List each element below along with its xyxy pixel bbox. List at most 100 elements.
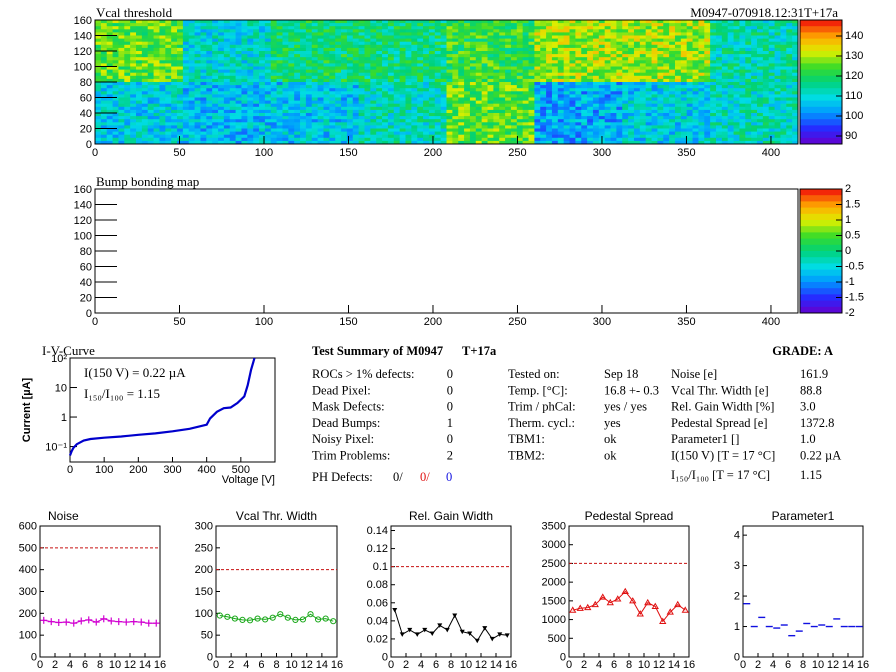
heatmap-cell [510, 38, 518, 43]
heatmap-cell [481, 131, 488, 136]
heatmap-cell [112, 44, 119, 49]
heatmap-cell [698, 23, 705, 27]
heatmap-cell [510, 128, 518, 132]
heatmap-cell [680, 122, 688, 126]
heatmap-cell [235, 125, 242, 129]
heatmap-cell [288, 88, 295, 92]
colorbar-band [800, 119, 842, 126]
heatmap-cell [657, 72, 664, 77]
heatmap-cell [235, 140, 242, 145]
heatmap-cell [259, 113, 266, 117]
heatmap-cell [259, 91, 266, 95]
heatmap-cell [382, 128, 389, 132]
heatmap-cell [587, 137, 594, 142]
heatmap-cell [247, 122, 254, 126]
heatmap-cell [721, 100, 729, 105]
heatmap-cell [733, 122, 740, 126]
bump-bonding-axes: 0 50 100 150 200 250 300 350 4000204060801001201… [74, 184, 799, 328]
heatmap-cell [182, 113, 190, 117]
heatmap-cell [592, 97, 600, 101]
heatmap-cell [417, 109, 424, 114]
heatmap-cell [657, 113, 664, 117]
heatmap-cell [745, 134, 752, 139]
heatmap-cell [610, 57, 617, 61]
heatmap-cell [756, 140, 764, 145]
heatmap-cell [188, 20, 195, 24]
heatmap-cell [557, 140, 565, 145]
heatmap-cell [270, 57, 278, 61]
heatmap-cell [692, 103, 699, 108]
x-tick-label: 0 [92, 147, 98, 159]
heatmap-cell [669, 66, 676, 70]
heatmap-cell [118, 54, 125, 58]
heatmap-cell [212, 54, 219, 58]
heatmap-cell [417, 69, 424, 74]
heatmap-cell [540, 29, 547, 33]
heatmap-cell [651, 29, 658, 33]
heatmap-cell [370, 140, 377, 145]
heatmap-cell [317, 72, 324, 77]
heatmap-cell [223, 78, 231, 83]
heatmap-cell [762, 57, 770, 61]
heatmap-cell [165, 78, 172, 83]
heatmap-cell [329, 23, 336, 27]
heatmap-cell [352, 51, 360, 55]
heatmap-cell [253, 97, 260, 101]
heatmap-cell [475, 122, 483, 126]
heatmap-cell [663, 140, 670, 145]
heatmap-cell [510, 82, 518, 86]
heatmap-cell [329, 75, 336, 80]
heatmap-cell [774, 140, 781, 145]
heatmap-cell [674, 38, 682, 43]
heatmap-cell [206, 128, 213, 132]
heatmap-cell [393, 131, 401, 136]
heatmap-cell [305, 38, 313, 43]
heatmap-cell [534, 38, 541, 43]
heatmap-cell [756, 72, 764, 77]
heatmap-cell [317, 85, 324, 89]
summary-title: Test Summary of M0947 [312, 344, 443, 358]
heatmap-cell [768, 85, 775, 89]
heatmap-cell [592, 103, 600, 108]
heatmap-cell [715, 78, 723, 83]
heatmap-cell [130, 23, 137, 27]
heatmap-cell [540, 91, 547, 95]
module-id: M0947-070918.12:31T+17a [690, 5, 838, 20]
heatmap-cell [405, 91, 412, 95]
heatmap-cell [604, 57, 611, 61]
heatmap-cell [475, 51, 483, 55]
heatmap-cell [112, 91, 119, 95]
heatmap-cell [206, 60, 213, 64]
heatmap-cell [581, 47, 588, 52]
heatmap-cell [581, 137, 588, 142]
heatmap-cell [264, 106, 272, 111]
heatmap-cell [598, 32, 606, 36]
heatmap-cell [651, 137, 658, 142]
heatmap-cell [575, 78, 582, 83]
heatmap-cell [610, 109, 617, 114]
heatmap-cell [481, 116, 488, 120]
heatmap-cell [247, 32, 254, 36]
heatmap-cell [100, 94, 108, 98]
heatmap-cell [534, 97, 541, 101]
heatmap-cell [774, 137, 781, 142]
heatmap-cell [405, 140, 412, 145]
heatmap-cell [464, 32, 471, 36]
heatmap-cell [516, 100, 524, 105]
heatmap-cell [317, 140, 324, 145]
heatmap-cell [604, 82, 611, 86]
heatmap-cell [669, 54, 676, 58]
heatmap-cell [499, 109, 506, 114]
heatmap-cell [341, 94, 348, 98]
heatmap-cell [452, 119, 459, 123]
heatmap-cell [534, 106, 541, 111]
colorbar-label: 120 [845, 70, 863, 82]
heatmap-cell [739, 57, 746, 61]
heatmap-cell [487, 119, 494, 123]
heatmap-cell [446, 137, 453, 142]
heatmap-cell [358, 100, 365, 105]
heatmap-cell [721, 38, 729, 43]
heatmap-cell [282, 78, 289, 83]
heatmap-cell [300, 32, 307, 36]
heatmap-cell [382, 88, 389, 92]
